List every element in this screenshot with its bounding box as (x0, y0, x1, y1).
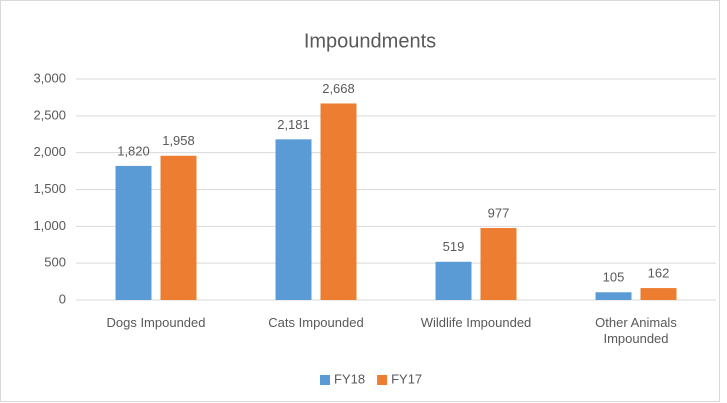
y-tick-label: 500 (44, 255, 66, 270)
x-tick-label-box: Dogs Impounded (106, 315, 206, 330)
y-tick-label: 2,500 (33, 107, 66, 122)
chart-title: Impoundments (304, 30, 436, 52)
x-tick-label-box: Other Animals Impounded (595, 315, 677, 346)
legend-swatch (377, 375, 388, 385)
data-label: 2,181 (277, 117, 310, 132)
y-tick-label: 0 (59, 291, 66, 306)
data-label: 105 (603, 270, 625, 285)
x-tick-label: Wildlife Impounded (420, 315, 532, 330)
legend-label: FY17 (391, 371, 422, 386)
x-tick-label: Other Animals Impounded (595, 315, 677, 346)
bar (595, 292, 632, 300)
bar (320, 103, 357, 300)
y-tick-label: 2,000 (33, 144, 66, 159)
bar (115, 165, 152, 300)
legend-label: FY18 (334, 371, 365, 386)
bar (640, 288, 677, 300)
x-tick-label: Cats Impounded (268, 315, 364, 330)
data-label: 1,958 (162, 133, 195, 148)
y-tick-label: 3,000 (33, 70, 66, 85)
x-tick-label-box: Wildlife Impounded (420, 315, 532, 330)
x-tick-label: Dogs Impounded (106, 315, 206, 330)
x-tick-label-box: Cats Impounded (268, 315, 364, 330)
y-tick-label: 1,500 (33, 181, 66, 196)
data-label: 977 (488, 205, 510, 220)
legend-swatch (320, 375, 330, 385)
data-label: 519 (443, 239, 465, 254)
y-tick-label: 1,000 (33, 218, 66, 233)
data-label: 1,820 (117, 143, 150, 158)
data-label: 2,668 (322, 81, 355, 96)
bar (160, 155, 197, 300)
bar (480, 228, 517, 300)
data-label: 162 (648, 266, 670, 281)
bar (435, 261, 472, 300)
bar (275, 139, 312, 300)
